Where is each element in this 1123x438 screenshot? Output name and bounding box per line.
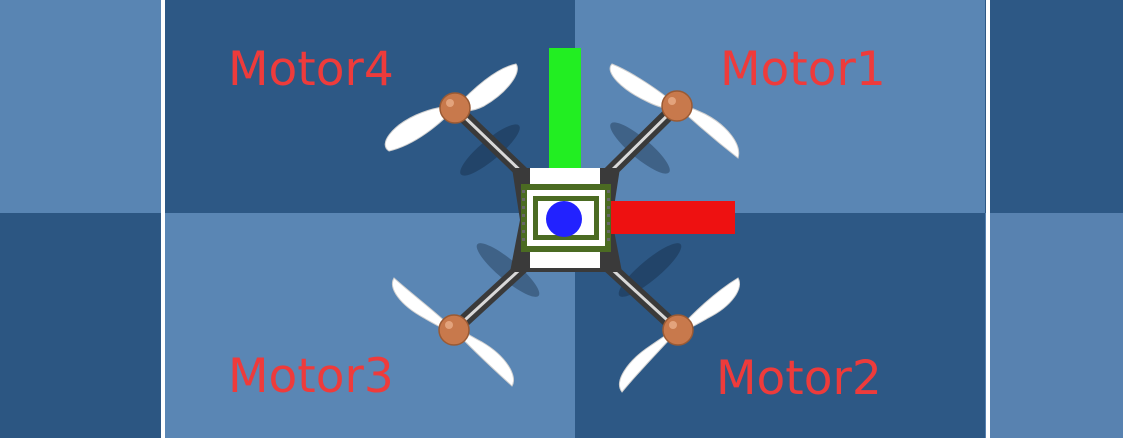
floor-tile <box>0 0 165 213</box>
floor-tile <box>575 213 985 438</box>
motor3-label: Motor3 <box>228 349 394 404</box>
drone-arms <box>447 99 685 337</box>
motor3-assembly <box>392 277 514 387</box>
motor2-label: Motor2 <box>716 351 882 406</box>
floor-tile <box>985 0 1123 213</box>
center-marker <box>546 201 582 237</box>
floor-tile <box>0 213 165 438</box>
floor-tile <box>165 213 575 438</box>
motor-hub <box>439 92 471 124</box>
motor2-assembly <box>619 277 740 393</box>
quadcopter-icon <box>384 48 740 393</box>
motor-hub <box>438 314 470 346</box>
y-axis-arrow <box>549 48 581 168</box>
floor-tile <box>985 213 1123 438</box>
x-axis-arrow <box>611 201 735 234</box>
motor4-assembly <box>384 63 518 152</box>
propeller-icon <box>384 63 518 152</box>
motor-hub <box>661 90 693 122</box>
motor-hub <box>662 314 694 346</box>
floor-tile <box>165 0 575 213</box>
motor1-assembly <box>609 63 740 159</box>
floor-tile <box>575 0 985 213</box>
motor1-label: Motor1 <box>720 42 886 97</box>
motor4-label: Motor4 <box>228 42 394 97</box>
